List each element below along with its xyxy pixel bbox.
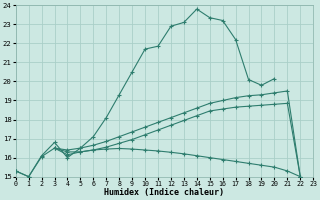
X-axis label: Humidex (Indice chaleur): Humidex (Indice chaleur)	[104, 188, 224, 197]
